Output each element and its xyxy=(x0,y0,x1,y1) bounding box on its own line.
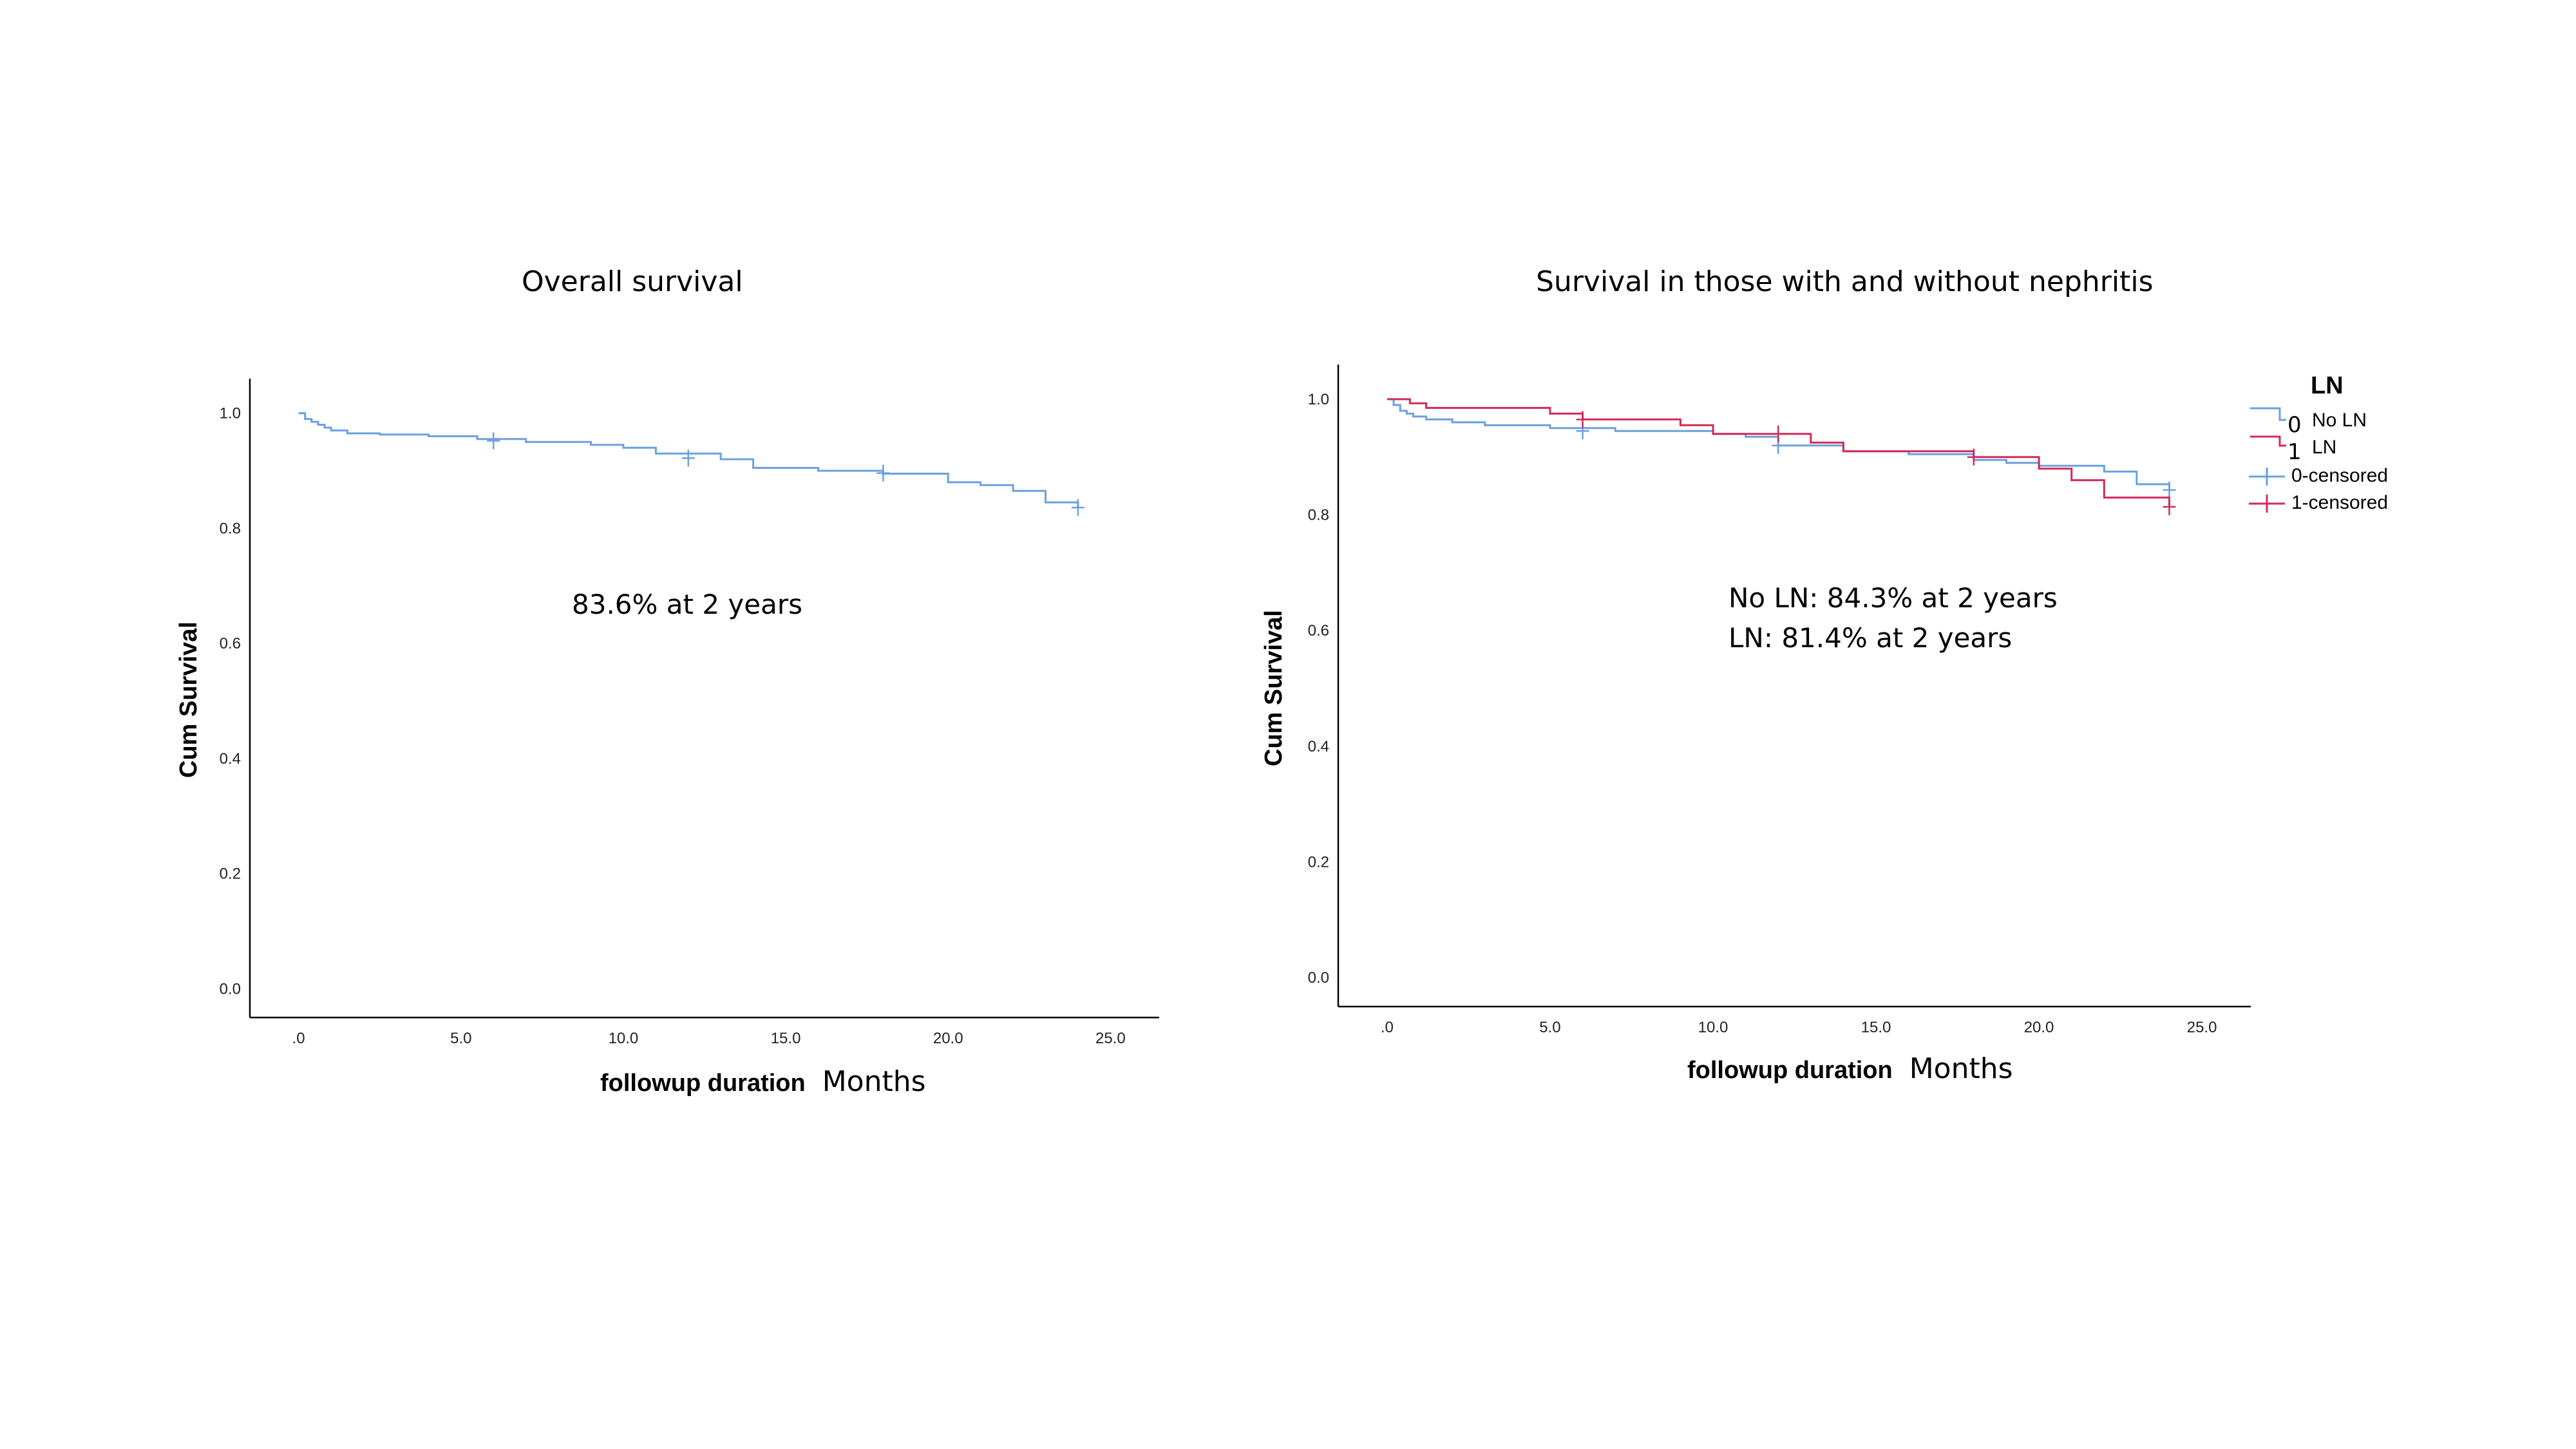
chart-2-y-tick-label: 0.6 xyxy=(1308,622,1329,639)
chart-2-y-tick-label: 0.8 xyxy=(1308,507,1329,524)
chart-2-annotation-ln: LN: 81.4% at 2 years xyxy=(1728,622,2012,654)
chart-2-series-1-censor-mark xyxy=(2163,498,2176,515)
chart-2-y-tick-label: 0.4 xyxy=(1308,738,1329,755)
chart-2-xlabel: followup duration Months xyxy=(1687,1052,2013,1085)
chart-2-title: Survival in those with and without nephr… xyxy=(1536,265,2154,298)
chart-1-series-0-censor-mark xyxy=(1071,499,1084,516)
chart-2-x-tick-label: 5.0 xyxy=(1539,1019,1560,1036)
legend-label-0-censored: 0-censored xyxy=(2291,465,2389,486)
chart-1-xlabel-unit: Months xyxy=(822,1065,926,1098)
chart-2-x-tick-label: .0 xyxy=(1381,1019,1394,1036)
chart-1-series-0-censor-mark xyxy=(487,432,500,450)
chart-1-y-tick-label: 0.6 xyxy=(220,635,241,652)
chart-2-xlabel-text: followup duration xyxy=(1687,1057,1893,1084)
chart-1-series-0-censor-mark xyxy=(876,464,890,482)
legend-symbol-no-ln xyxy=(2250,407,2286,421)
chart-1-x-tick-label: 10.0 xyxy=(609,1030,639,1047)
chart-2-series-1-censor-mark xyxy=(1576,411,1589,428)
chart-2-x-tick-label: 25.0 xyxy=(2187,1019,2217,1036)
chart-1-series-0-line xyxy=(298,412,1079,508)
chart-1-y-tick-label: 0.8 xyxy=(220,520,241,537)
chart-2-series-1-censor-mark xyxy=(1967,448,1980,466)
chart-1-y-tick-label: 1.0 xyxy=(220,405,241,422)
chart-2-y-tick-label: 1.0 xyxy=(1308,391,1329,408)
chart-2-y-tick-label: 0.2 xyxy=(1308,853,1329,871)
chart-1-x-tick-label: 25.0 xyxy=(1095,1030,1126,1047)
chart-2-xlabel-unit: Months xyxy=(1909,1052,2013,1085)
chart-2-series-1-line xyxy=(1387,398,2170,507)
chart-1-y-tick-label: 0.4 xyxy=(220,750,241,768)
chart-1-annotation: 83.6% at 2 years xyxy=(572,585,802,625)
chart-2-x-tick-label: 10.0 xyxy=(1698,1019,1728,1036)
chart-1-x-tick-label: 20.0 xyxy=(933,1030,963,1047)
legend-label-no-ln: No LN xyxy=(2312,410,2367,431)
chart-2-x-tick-label: 20.0 xyxy=(2024,1019,2054,1036)
chart-1-x-tick-label: .0 xyxy=(292,1030,305,1047)
legend-code-0: 0 xyxy=(2287,412,2302,438)
legend-label-1-censored: 1-censored xyxy=(2291,492,2389,513)
legend-title: LN xyxy=(2311,372,2344,399)
legend-label-ln: LN xyxy=(2312,437,2337,458)
chart-1-y-tick-label: 0.0 xyxy=(220,980,241,998)
chart-2-series-0-censor-mark xyxy=(2163,481,2176,498)
chart-1-annotation-line: 83.6% at 2 years xyxy=(572,589,802,620)
chart-1-y-tick-label: 0.2 xyxy=(220,866,241,883)
chart-1-x-tick-label: 5.0 xyxy=(450,1030,471,1047)
chart-1-xlabel: followup duration Months xyxy=(600,1065,926,1098)
legend-symbol-1-censored xyxy=(2249,495,2285,513)
legend-symbol-ln xyxy=(2250,435,2286,447)
chart-1-series-0-censor-mark xyxy=(681,450,695,467)
legend-symbol-0-censored xyxy=(2249,468,2285,486)
chart-1-title: Overall survival xyxy=(522,265,743,298)
chart-2-legend: LN 0 No LN 1 LN 0-censored 1-censored xyxy=(2248,372,2441,527)
chart-2-annotation: No LN: 84.3% at 2 years LN: 81.4% at 2 y… xyxy=(1728,578,2058,658)
chart-1-x-tick-label: 15.0 xyxy=(771,1030,801,1047)
chart-2-series-1-censor-mark xyxy=(1772,425,1785,442)
chart-2-annotation-no-ln: No LN: 84.3% at 2 years xyxy=(1728,582,2058,614)
chart-2-y-tick-label: 0.0 xyxy=(1308,969,1329,987)
chart-2-x-tick-label: 15.0 xyxy=(1861,1019,1891,1036)
chart-1-xlabel-text: followup duration xyxy=(600,1070,806,1097)
legend-code-1: 1 xyxy=(2287,439,2302,465)
